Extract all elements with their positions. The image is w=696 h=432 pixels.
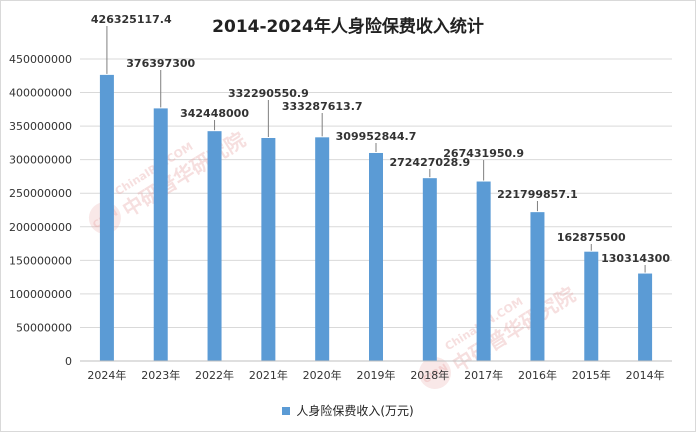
x-tick-label: 2016年 (518, 368, 557, 382)
bar (476, 181, 491, 361)
bars (99, 74, 653, 361)
bar (369, 152, 383, 361)
x-tick-label: 2021年 (249, 368, 288, 382)
bar (422, 178, 437, 361)
data-label: 332290550.9 (228, 87, 309, 100)
bar (584, 251, 599, 361)
bar (207, 131, 222, 361)
x-tick-label: 2017年 (464, 368, 503, 382)
x-tick-label: 2024年 (87, 368, 126, 382)
x-tick-label: 2014年 (626, 368, 665, 382)
bar (153, 108, 168, 361)
bar (638, 273, 653, 361)
bar (99, 74, 114, 361)
data-label: 221799857.1 (497, 188, 578, 201)
y-tick-label: 400000000 (9, 87, 72, 100)
y-tick-label: 200000000 (9, 221, 72, 234)
x-tick-label: 2019年 (357, 368, 396, 382)
data-label: 309952844.7 (336, 130, 417, 143)
data-label: 376397300 (126, 57, 195, 70)
bar (315, 137, 330, 361)
data-label: 162875500 (557, 231, 626, 244)
x-tick-label: 2015年 (572, 368, 611, 382)
data-label: 333287613.7 (282, 100, 363, 113)
y-tick-label: 300000000 (9, 154, 72, 167)
y-tick-label: 150000000 (9, 254, 72, 267)
data-label: 130314300 (601, 252, 670, 265)
bar (530, 212, 545, 361)
y-tick-label: 0 (65, 355, 72, 368)
legend: 人身险保费收入(万元) (0, 402, 696, 419)
y-tick-label: 450000000 (9, 53, 72, 66)
x-tick-label: 2018年 (410, 368, 449, 382)
watermark-badge (418, 357, 451, 390)
data-label: 426325117.4 (91, 13, 172, 26)
legend-label: 人身险保费收入(万元) (296, 404, 414, 418)
x-tick-label: 2020年 (303, 368, 342, 382)
data-label: 267431950.9 (443, 147, 524, 160)
data-labels: 426325117.4 376397300 342448000 332290550.9… (91, 13, 670, 273)
y-tick-label: 50000000 (16, 321, 72, 334)
legend-swatch (282, 406, 291, 415)
x-tick-label: 2022年 (195, 368, 234, 382)
chart-title: 2014-2024年人身险保费收入统计 (212, 17, 484, 37)
axes: 0 50000000 100000000 150000000 200000000 2500… (9, 53, 672, 382)
data-label: 342448000 (180, 107, 249, 120)
y-tick-label: 100000000 (9, 288, 72, 301)
x-tick-label: 2023年 (141, 368, 180, 382)
y-tick-label: 350000000 (9, 120, 72, 133)
y-tick-label: 250000000 (9, 187, 72, 200)
bar (261, 137, 276, 361)
data-label: 272427028.9 (389, 156, 470, 169)
